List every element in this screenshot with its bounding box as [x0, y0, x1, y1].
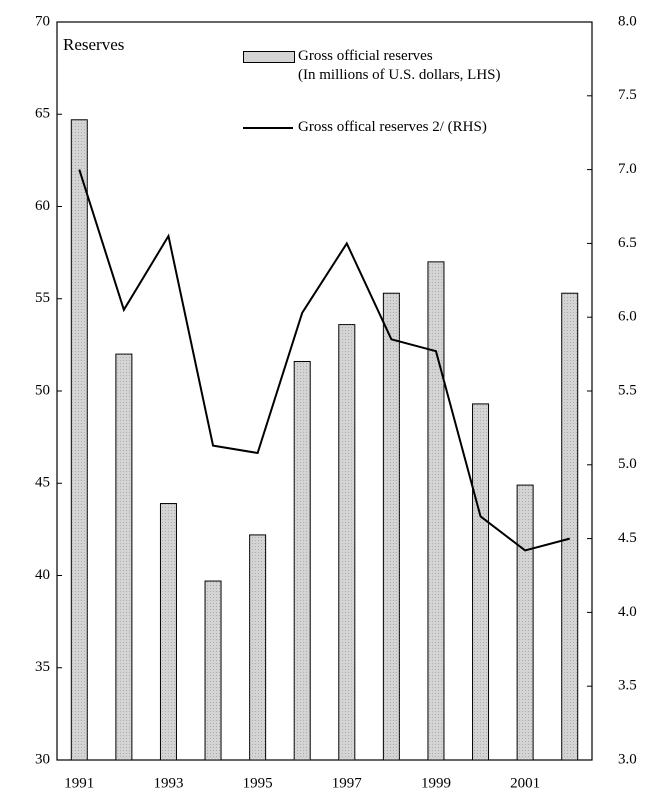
legend-swatch [243, 51, 295, 63]
bar-texture [71, 119, 88, 760]
bar-texture [205, 581, 222, 760]
x-tick-label: 1999 [421, 775, 451, 791]
y-tick-label: 30 [35, 751, 50, 767]
legend-label: Gross offical reserves 2/ (RHS) [298, 119, 487, 135]
bar-texture [517, 485, 534, 760]
bar-texture [383, 293, 400, 760]
bar-texture [160, 503, 177, 760]
legend-swatch [243, 127, 293, 129]
y-tick-label: 50 [35, 382, 50, 398]
y-tick-label: 60 [35, 198, 50, 214]
y-tick-label: 45 [35, 475, 50, 491]
y2-tick-label: 7.0 [618, 161, 637, 177]
x-tick-label: 2001 [510, 775, 540, 791]
bar-texture [115, 354, 132, 760]
y2-tick-label: 6.0 [618, 309, 637, 325]
bar-texture [338, 324, 355, 760]
y-tick-label: 70 [35, 13, 50, 29]
x-tick-label: 1997 [332, 775, 363, 791]
x-tick-label: 1991 [64, 775, 94, 791]
y2-tick-label: 5.5 [618, 382, 637, 398]
bar-texture [561, 293, 578, 760]
bar-texture [294, 361, 311, 760]
y-tick-label: 40 [35, 567, 50, 583]
y2-tick-label: 4.0 [618, 604, 637, 620]
y2-tick-label: 5.0 [618, 456, 637, 472]
y2-tick-label: 7.5 [618, 87, 637, 103]
y-tick-label: 35 [35, 659, 50, 675]
y2-tick-label: 3.0 [618, 751, 637, 767]
y2-tick-label: 3.5 [618, 678, 637, 694]
bar-texture [249, 534, 266, 760]
y2-tick-label: 8.0 [618, 13, 637, 29]
y-tick-label: 65 [35, 106, 50, 122]
bar-texture [427, 261, 444, 760]
x-tick-label: 1993 [153, 775, 183, 791]
y-tick-label: 55 [35, 290, 50, 306]
y2-tick-label: 6.5 [618, 235, 637, 251]
line [78, 169, 570, 552]
x-tick-label: 1995 [243, 775, 273, 791]
chart-title: Reserves [63, 35, 124, 54]
legend-label: Gross official reserves (In millions of … [298, 48, 501, 83]
y2-tick-label: 4.5 [618, 530, 637, 546]
bar-texture [472, 403, 489, 760]
